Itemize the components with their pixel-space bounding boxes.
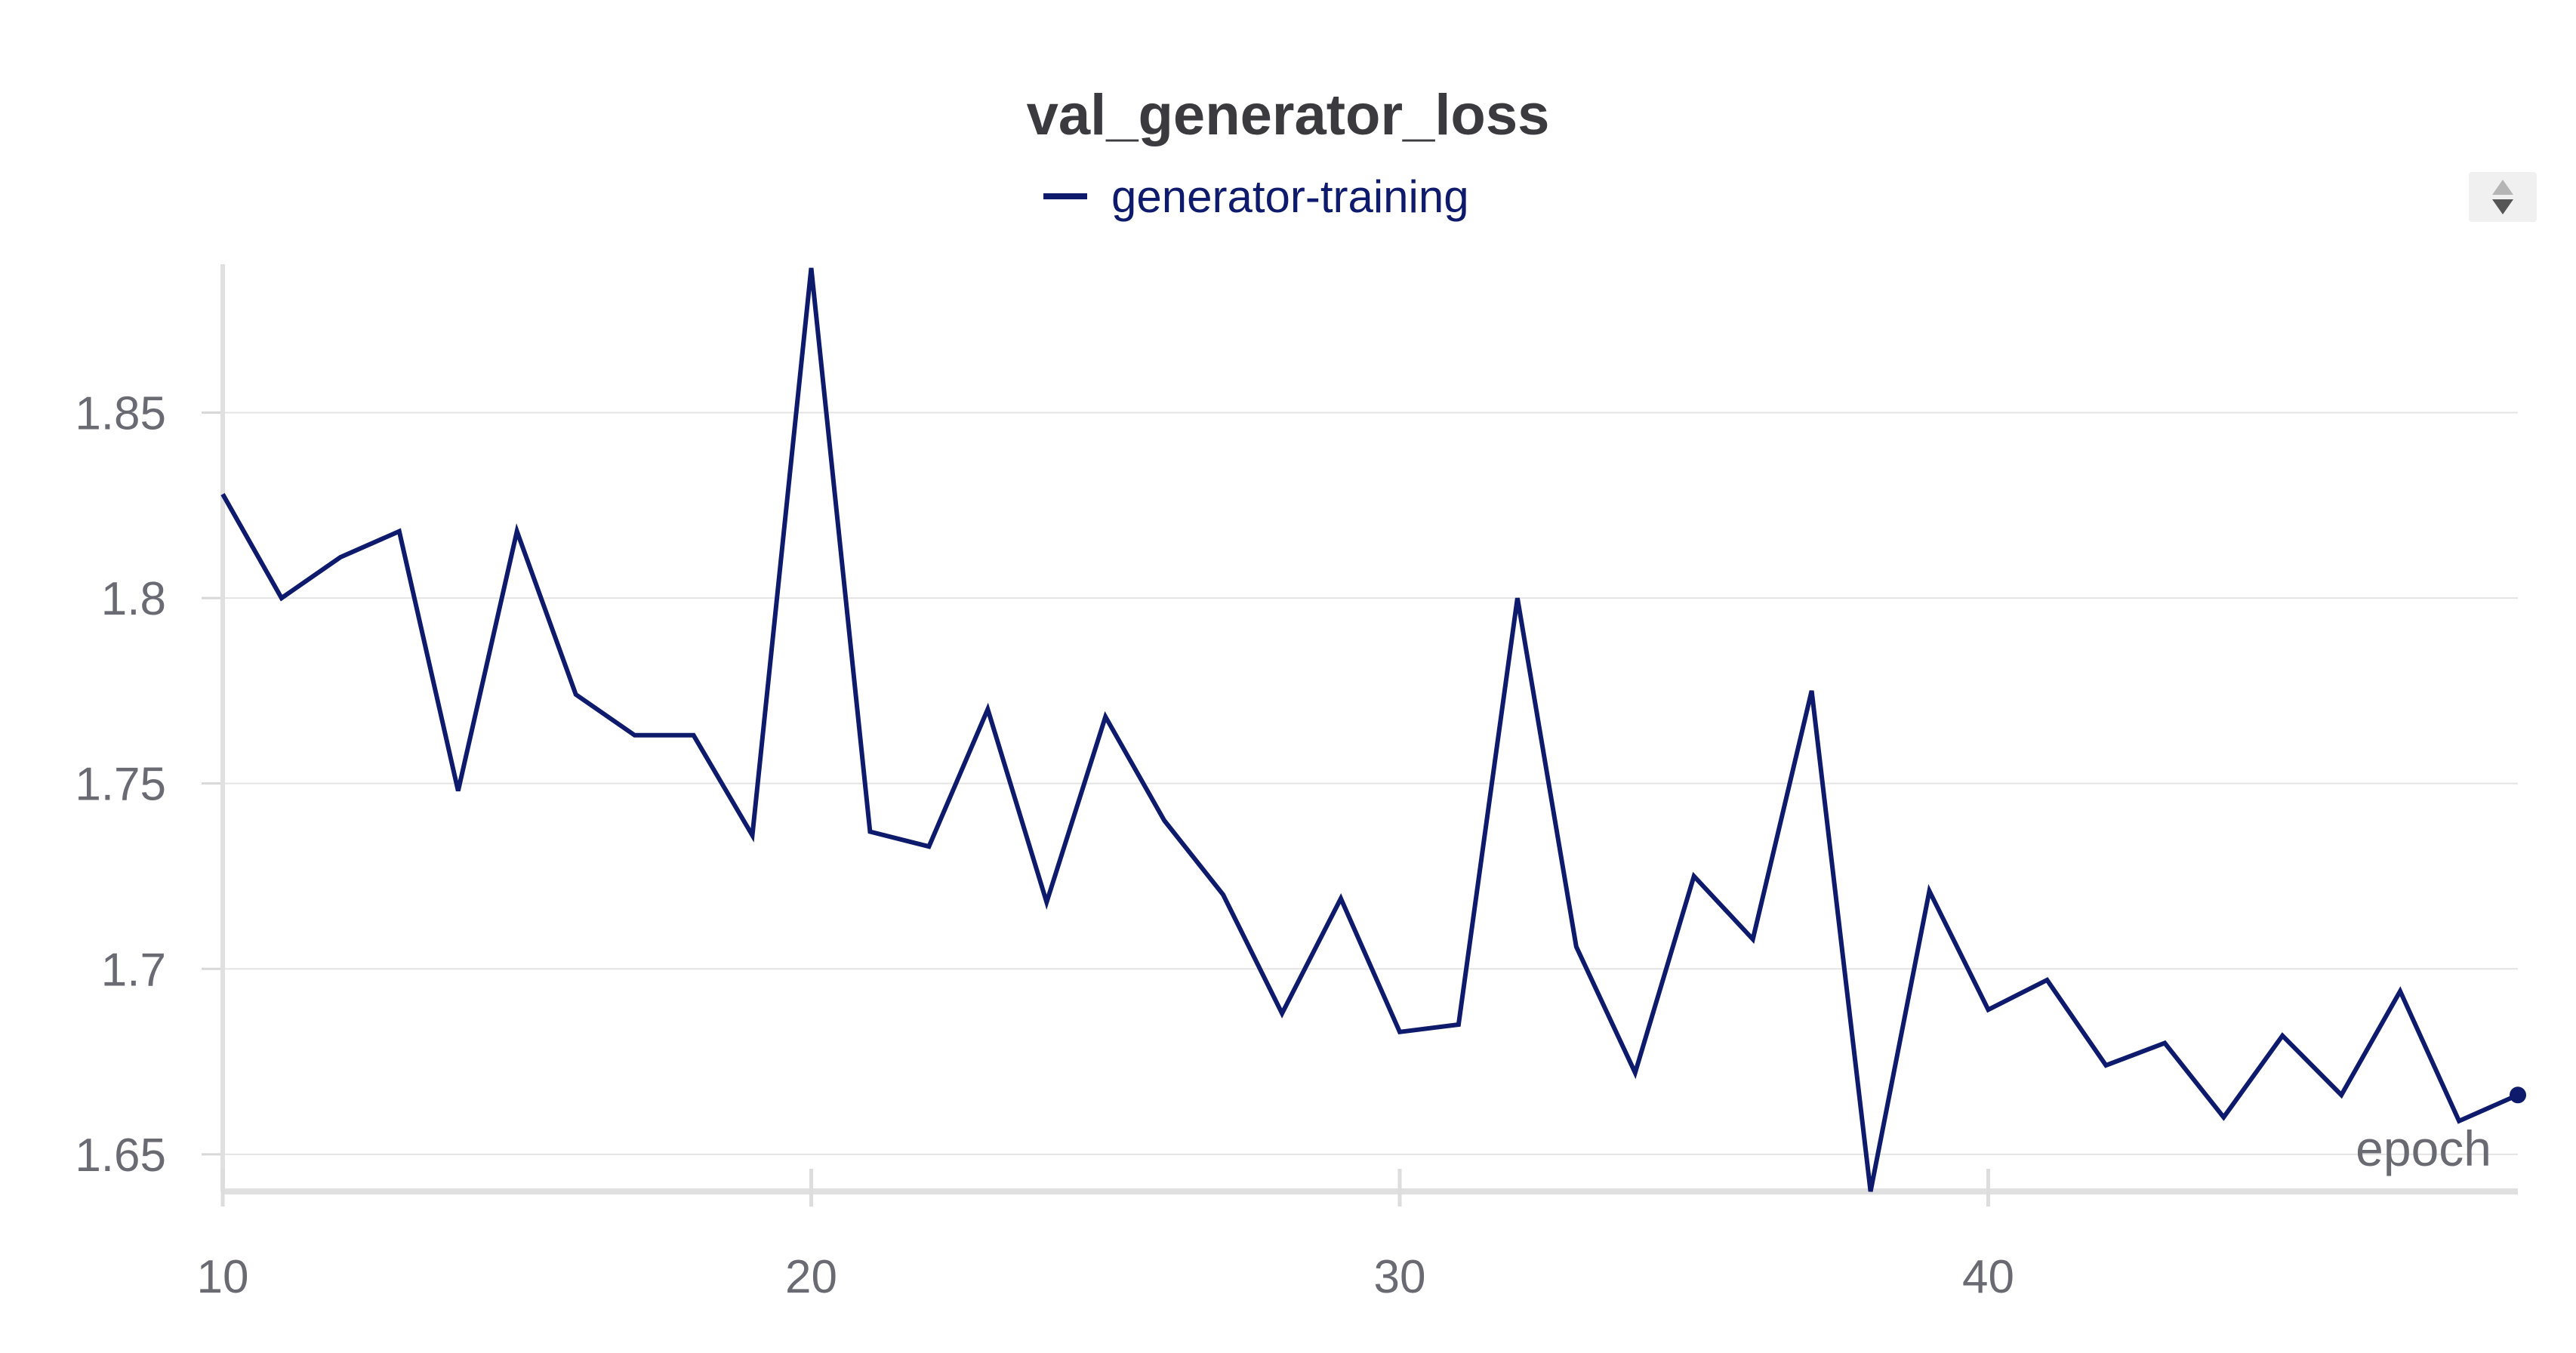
x-tick-label: 30 bbox=[1373, 1251, 1425, 1303]
series-layer[interactable] bbox=[220, 267, 2526, 1192]
last-point-marker[interactable] bbox=[2510, 1086, 2526, 1104]
chart-title: val_generator_loss bbox=[1027, 83, 1550, 147]
arrow-up-icon bbox=[2492, 180, 2513, 195]
y-tick-label: 1.7 bbox=[101, 944, 166, 996]
legend[interactable]: generator-training bbox=[1043, 171, 1469, 222]
legend-scroll-button[interactable] bbox=[2469, 172, 2537, 222]
y-tick-label: 1.8 bbox=[101, 573, 166, 625]
y-tick-label: 1.85 bbox=[75, 387, 166, 439]
x-tick-label: 20 bbox=[785, 1251, 837, 1303]
series-line-generator-training[interactable] bbox=[220, 267, 2519, 1192]
tick-labels: 1.65 1.7 1.75 1.8 1.85 10 20 30 40 bbox=[75, 387, 2014, 1303]
x-tick-label: 40 bbox=[1962, 1251, 2014, 1303]
legend-label-generator-training: generator-training bbox=[1111, 171, 1469, 222]
x-axis-label: epoch bbox=[2356, 1120, 2491, 1176]
y-tick-label: 1.65 bbox=[75, 1130, 166, 1182]
y-tick-label: 1.75 bbox=[75, 759, 166, 811]
grid bbox=[223, 411, 2518, 1155]
x-tick-label: 10 bbox=[197, 1251, 249, 1303]
arrow-down-icon bbox=[2492, 199, 2513, 214]
axes bbox=[202, 264, 2518, 1207]
